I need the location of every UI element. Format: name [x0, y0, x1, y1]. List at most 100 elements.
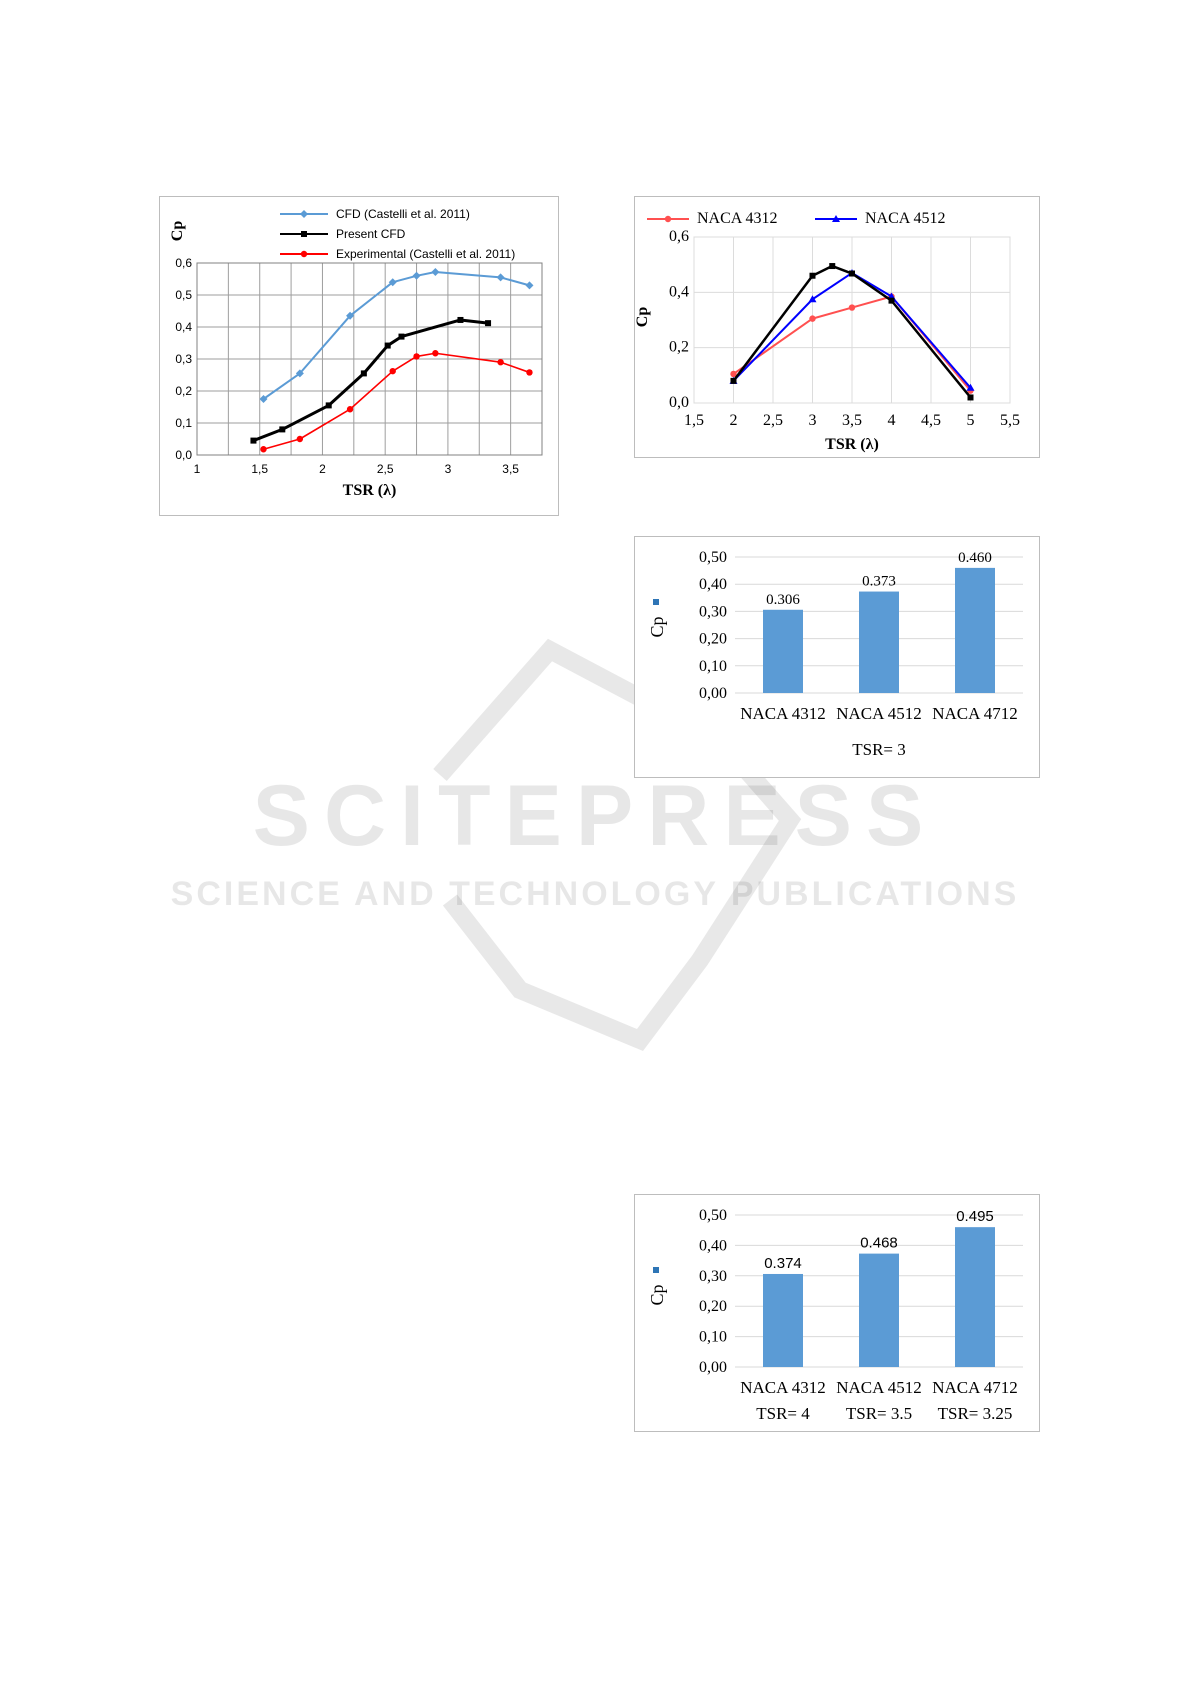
data-point — [496, 273, 505, 282]
y-axis-label: Cp — [647, 616, 667, 637]
y-tick-label: 0,20 — [699, 1298, 727, 1315]
data-point — [346, 406, 354, 413]
data-point — [966, 383, 975, 391]
legend-label: NACA 4312 — [697, 210, 777, 227]
legend-marker — [300, 210, 308, 218]
watermark-title: SCITEPRESS — [253, 768, 938, 864]
y-tick-label: 0,40 — [699, 1237, 727, 1254]
data-point — [259, 395, 268, 403]
x-tick-label: 4,5 — [921, 412, 941, 429]
y-tick-label: 0,10 — [699, 1329, 727, 1346]
legend-marker — [301, 231, 307, 237]
legend-label: Present CFD — [336, 227, 406, 241]
x-tick-label: 3,5 — [842, 412, 862, 429]
x-axis-label: TSR (λ) — [343, 482, 397, 499]
data-point — [808, 295, 817, 303]
y-tick-label: 0,2 — [175, 384, 192, 398]
data-label: 0.306 — [766, 592, 800, 608]
bar — [763, 1273, 803, 1367]
legend-label: NACA 4512 — [865, 210, 945, 227]
chart-validation: 1 1,5 2 2,5 3 3,5 0,0 0,1 0,2 0,3 0,4 0,5 0,6 TSR (λ)… — [169, 207, 543, 499]
series-line — [263, 352, 530, 451]
data-label: 0.460 — [958, 550, 992, 566]
x-tick-label: 3 — [809, 412, 817, 429]
x-tick-label: 2 — [319, 462, 326, 476]
y-tick-label: 0,0 — [175, 448, 192, 462]
y-tick-label: 0,40 — [699, 576, 727, 593]
legend-key-icon — [653, 599, 659, 605]
bar — [955, 567, 995, 693]
chart-bar-tsr3-panel: 0,00 0,10 0,20 0,30 0,40 0,50 0.306 NACA 4312 0.… — [634, 536, 1040, 778]
y-axis-label: Cp — [647, 1284, 667, 1305]
y-tick-label: 0,00 — [699, 685, 727, 702]
data-point — [829, 263, 836, 270]
chart-bar-optimal: 0,00 0,10 0,20 0,30 0,40 0,50 0.374 NACA 4312 TS… — [647, 1207, 1023, 1423]
y-tick-label: 0,20 — [699, 631, 727, 648]
category-label: NACA 4312 — [740, 1378, 825, 1397]
data-point — [413, 353, 420, 360]
x-tick-label: 3,5 — [502, 462, 519, 476]
legend-label: CFD (Castelli et al. 2011) — [336, 207, 470, 221]
data-point — [412, 271, 421, 280]
data-point — [346, 311, 355, 320]
y-tick-label: 0,3 — [175, 352, 192, 366]
x-tick-label: 2,5 — [763, 412, 783, 429]
data-label: 0.374 — [764, 1255, 802, 1272]
series-line — [252, 318, 489, 442]
y-tick-label: 0,50 — [699, 549, 727, 566]
category-label: NACA 4312 — [740, 704, 825, 723]
bar — [859, 591, 899, 693]
y-axis-label: Cp — [635, 307, 651, 328]
data-point — [388, 278, 397, 287]
bar — [955, 1227, 995, 1367]
legend-label: Experimental (Castelli et al. 2011) — [336, 247, 515, 261]
series-line — [732, 264, 972, 399]
category-sublabel: TSR= 4 — [756, 1404, 810, 1423]
y-tick-label: 0,30 — [699, 1268, 727, 1285]
legend-marker — [300, 250, 308, 258]
y-tick-label: 0,5 — [175, 288, 192, 302]
y-tick-label: 0,6 — [175, 256, 192, 270]
data-point — [279, 426, 286, 433]
chart-validation-panel: 1 1,5 2 2,5 3 3,5 0,0 0,1 0,2 0,3 0,4 0,5 0,6 TSR (λ)… — [159, 196, 559, 516]
x-tick-label: 1,5 — [684, 412, 704, 429]
x-tick-label: 3 — [445, 462, 452, 476]
data-point — [497, 359, 504, 366]
x-tick-label: 4 — [888, 412, 896, 429]
x-tick-label: 5 — [967, 412, 975, 429]
data-point — [730, 370, 737, 378]
y-tick-label: 0,0 — [669, 394, 689, 411]
plot-area — [693, 236, 1011, 404]
data-point — [431, 267, 440, 276]
data-point — [526, 369, 533, 376]
data-point — [250, 437, 257, 444]
y-tick-label: 0,50 — [699, 1207, 727, 1224]
y-tick-label: 0,30 — [699, 603, 727, 620]
data-label: 0.468 — [860, 1235, 898, 1252]
data-point — [485, 320, 492, 327]
data-point — [384, 342, 391, 349]
data-point — [432, 350, 439, 357]
data-point — [295, 369, 304, 378]
data-point — [457, 316, 464, 323]
chart-bar-optimal-panel: 0,00 0,10 0,20 0,30 0,40 0,50 0.374 NACA 4312 TS… — [634, 1194, 1040, 1432]
y-tick-label: 0,4 — [175, 320, 192, 334]
category-label: NACA 4712 — [932, 1378, 1017, 1397]
y-tick-label: 0,4 — [669, 283, 689, 300]
category-label: NACA 4712 — [932, 704, 1017, 723]
x-tick-label: 2,5 — [377, 462, 394, 476]
category-label: NACA 4512 — [836, 1378, 921, 1397]
y-axis-label: Cp — [169, 221, 186, 242]
category-sublabel: TSR= 3.5 — [846, 1404, 912, 1423]
plot-area — [196, 262, 543, 456]
data-point — [888, 297, 895, 304]
legend-key-icon — [653, 1267, 659, 1273]
data-label: 0.373 — [862, 574, 896, 590]
chart-profile-comparison: 1,5 2 2,5 3 3,5 4 4,5 5 5,5 0,0 0,2 0,4 0,6 TSR (λ) Cp… — [634, 210, 1020, 453]
y-tick-label: 0,6 — [669, 228, 689, 245]
category-label: NACA 4512 — [836, 704, 921, 723]
chart-bar-tsr3: 0,00 0,10 0,20 0,30 0,40 0,50 0.306 NACA 4312 0.… — [647, 549, 1023, 759]
data-point — [389, 367, 396, 375]
legend-marker — [664, 215, 672, 223]
data-point — [360, 370, 367, 377]
